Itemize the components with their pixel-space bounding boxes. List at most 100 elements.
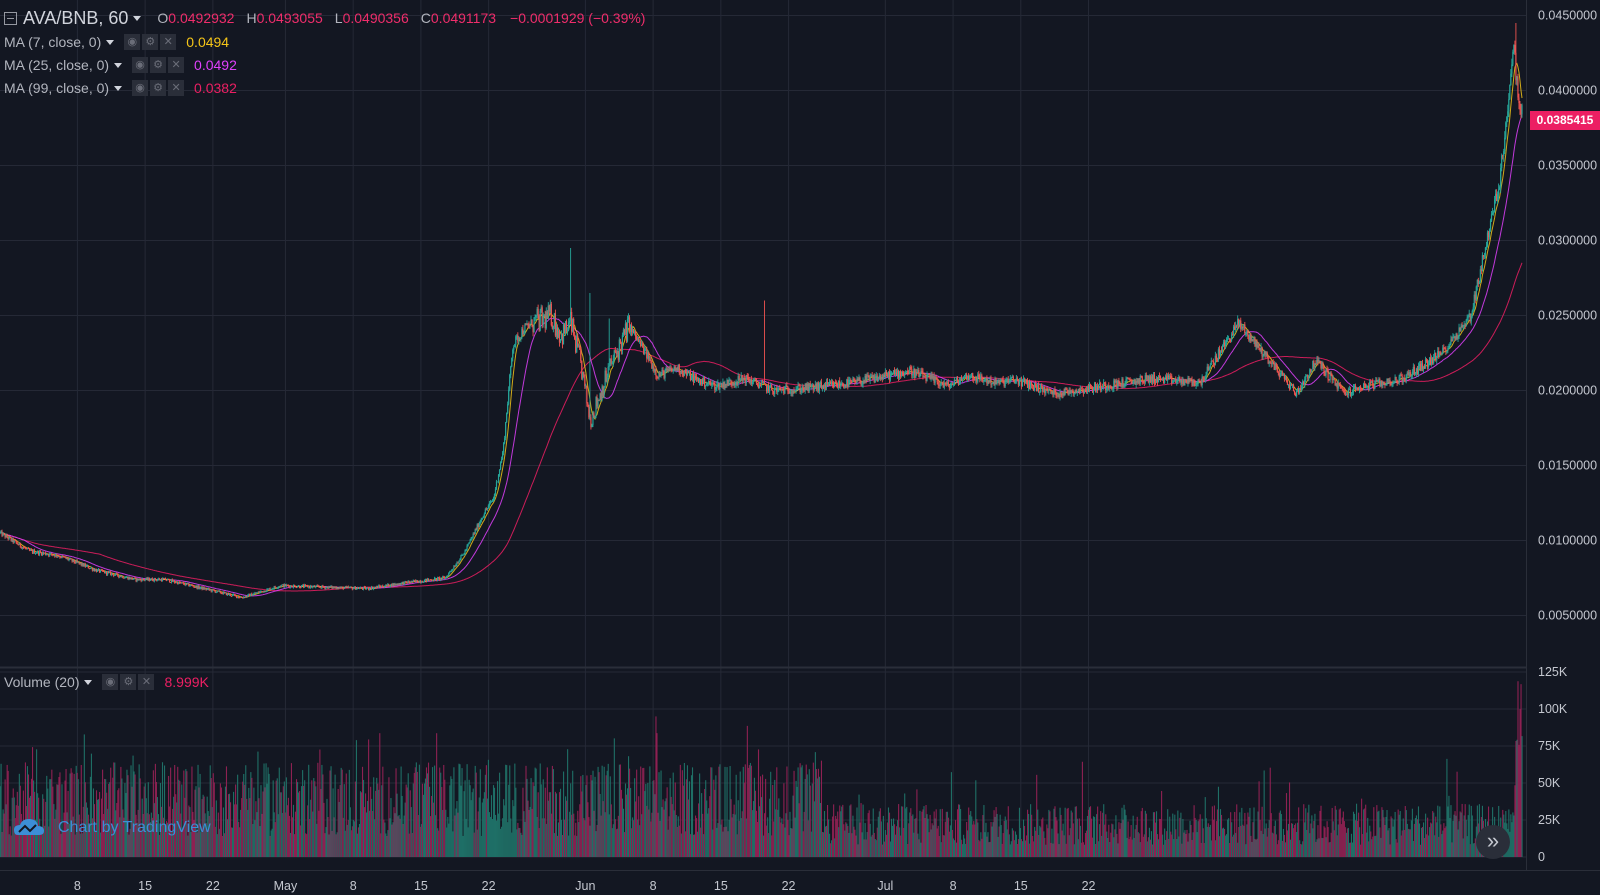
candle-body — [1336, 383, 1338, 389]
candle-body — [1371, 381, 1373, 383]
candle-body — [807, 383, 809, 392]
volume-bar — [1034, 826, 1036, 857]
candle-body — [425, 578, 428, 582]
volume-bar — [988, 842, 990, 857]
close-icon[interactable]: ✕ — [168, 80, 185, 96]
hamburger-icon[interactable] — [4, 11, 17, 25]
volume-bar — [1313, 820, 1315, 857]
candle-body — [1028, 381, 1031, 390]
close-icon[interactable]: ✕ — [138, 674, 155, 690]
candle-body — [533, 317, 535, 332]
volume-bar — [881, 844, 883, 857]
candle-body — [472, 533, 474, 538]
volume-bar — [663, 809, 665, 857]
gear-icon[interactable]: ⚙ — [150, 80, 167, 96]
candle-body — [13, 540, 15, 543]
volume-bar — [674, 782, 676, 857]
volume-bar — [1467, 815, 1469, 857]
volume-bar — [1072, 823, 1074, 857]
volume-bar — [717, 823, 719, 857]
candle-body — [804, 383, 806, 391]
volume-bar — [1149, 839, 1151, 857]
volume-bar — [1362, 834, 1364, 857]
gear-icon[interactable]: ⚙ — [142, 34, 159, 50]
candle-body — [177, 581, 179, 585]
candle-body — [673, 366, 675, 369]
candle-body — [1303, 381, 1305, 385]
symbol-caret-icon[interactable] — [133, 15, 142, 21]
candle-body — [1019, 380, 1022, 381]
candle-body — [405, 581, 407, 583]
gear-icon[interactable]: ⚙ — [150, 57, 167, 73]
gear-icon[interactable]: ⚙ — [120, 674, 137, 690]
volume-bar — [532, 782, 534, 857]
volume-bar — [867, 813, 869, 857]
candle-body — [158, 578, 161, 581]
volume-bar — [298, 792, 300, 857]
close-icon[interactable]: ✕ — [168, 57, 185, 73]
volume-bar — [212, 773, 214, 857]
candle-body — [1233, 326, 1235, 336]
candle-body — [104, 571, 107, 574]
volume-bar — [174, 764, 176, 857]
volume-bar — [649, 766, 651, 857]
volume-bar — [1299, 840, 1301, 857]
ma7-label[interactable]: MA (7, close, 0) — [4, 34, 102, 50]
volume-bar — [446, 827, 448, 857]
volume-bar — [1262, 834, 1264, 857]
candle-body — [887, 371, 890, 377]
candle-body — [321, 585, 323, 589]
volume-bar — [119, 817, 121, 857]
volume-bar — [53, 804, 55, 857]
volume-bar — [1241, 807, 1243, 857]
tradingview-branding[interactable]: Chart by TradingView — [14, 818, 211, 838]
ma99-caret-icon[interactable] — [114, 85, 123, 91]
candle-body — [410, 581, 412, 583]
candle-body — [135, 577, 137, 581]
eye-icon[interactable]: ◉ — [102, 674, 119, 690]
volume-bar — [40, 828, 42, 857]
candle-body — [1061, 394, 1063, 396]
time-tick-label: 15 — [714, 879, 728, 893]
volume-label[interactable]: Volume (20) — [4, 674, 80, 690]
volume-bar — [1200, 842, 1202, 857]
volume-bar — [138, 764, 140, 857]
eye-icon[interactable]: ◉ — [132, 80, 149, 96]
volume-bar — [440, 772, 442, 857]
candle-body — [1273, 363, 1275, 371]
ma99-label[interactable]: MA (99, close, 0) — [4, 80, 110, 96]
volume-bar — [434, 765, 436, 857]
candle-body — [464, 550, 466, 555]
scroll-to-realtime-button[interactable]: » — [1476, 825, 1510, 859]
candle-body — [719, 384, 721, 390]
candle-body — [676, 367, 678, 371]
volume-bar — [461, 768, 463, 857]
candle-body — [1334, 379, 1336, 386]
volume-bar — [728, 819, 730, 857]
eye-icon[interactable]: ◉ — [132, 57, 149, 73]
candle-body — [760, 382, 763, 386]
eye-icon[interactable]: ◉ — [124, 34, 141, 50]
volume-bar — [724, 766, 726, 857]
candle-body — [809, 383, 811, 387]
symbol-title[interactable]: AVA/BNB, 60 — [23, 7, 129, 28]
volume-bar — [626, 788, 629, 857]
candle-body — [1049, 388, 1051, 390]
volume-bar — [146, 813, 148, 857]
volume-caret-icon[interactable] — [84, 679, 93, 685]
ma25-legend: MA (25, close, 0) ◉ ⚙ ✕ 0.0492 — [4, 55, 237, 75]
close-icon[interactable]: ✕ — [160, 34, 177, 50]
ma7-caret-icon[interactable] — [106, 39, 115, 45]
candle-body — [542, 315, 544, 325]
candle-body — [431, 580, 434, 582]
candle-body — [485, 509, 487, 511]
candle-body — [1187, 377, 1189, 384]
candle-body — [442, 576, 444, 579]
volume-bar — [1062, 823, 1064, 857]
ma25-label[interactable]: MA (25, close, 0) — [4, 57, 110, 73]
volume-bar — [1380, 837, 1382, 857]
ma25-caret-icon[interactable] — [114, 62, 123, 68]
candle-body — [828, 382, 831, 384]
